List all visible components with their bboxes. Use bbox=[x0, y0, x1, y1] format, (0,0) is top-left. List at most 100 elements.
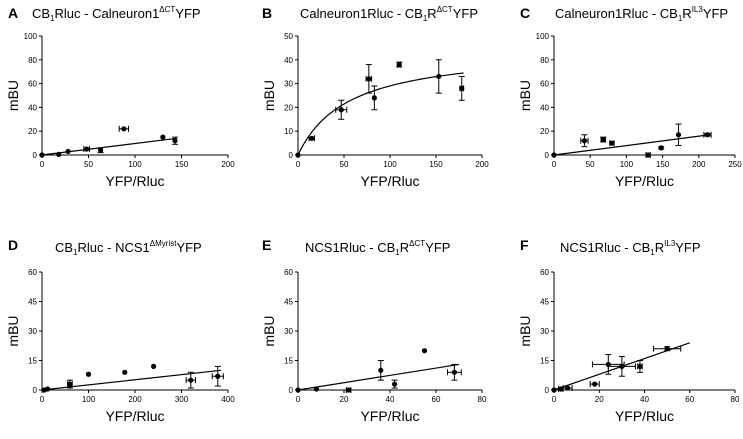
y-tick-label-b: 30 bbox=[284, 80, 293, 89]
x-tick-label-a: 0 bbox=[40, 160, 45, 169]
data-point-a-8 bbox=[171, 136, 178, 145]
data-point-d-2 bbox=[44, 386, 51, 392]
y-tick-label-c: 20 bbox=[540, 127, 549, 136]
y-tick-label-c: 80 bbox=[540, 56, 549, 65]
data-point-c-7 bbox=[675, 123, 682, 146]
marker bbox=[39, 152, 45, 158]
title-text-f: NCS1Rluc - CB bbox=[560, 240, 650, 255]
x-tick-label-c: 250 bbox=[728, 160, 742, 169]
marker bbox=[295, 152, 301, 158]
panel-title-a: CB1Rluc - Calneuron1ΔCTYFP bbox=[32, 5, 201, 23]
y-tick-label-c: 60 bbox=[540, 80, 549, 89]
y-axis-label-c: mBU bbox=[517, 80, 533, 111]
marker bbox=[295, 387, 301, 393]
title-superscript-b: ΔCT bbox=[437, 5, 453, 14]
title-text-mid-a: Rluc - Calneuron1 bbox=[55, 6, 160, 21]
x-axis-label-c: YFP/Rluc bbox=[615, 173, 674, 189]
y-tick-label-a: 80 bbox=[28, 56, 37, 65]
marker bbox=[581, 138, 588, 144]
panel-b: B Calneuron1Rluc - CB1RΔCTYFP 0 10 20 30 40 50 0… bbox=[261, 5, 489, 189]
x-tick-label-b: 100 bbox=[383, 160, 397, 169]
y-tick-label-c: 100 bbox=[536, 32, 550, 41]
data-point-b-2 bbox=[308, 135, 316, 142]
marker bbox=[366, 76, 372, 82]
y-tick-label-e: 15 bbox=[284, 357, 293, 366]
data-point-e-4 bbox=[377, 360, 384, 381]
panel-a: A CB1Rluc - Calneuron1ΔCTYFP 0 20 40 60 80 100 0… bbox=[5, 5, 235, 189]
marker bbox=[645, 152, 651, 158]
marker bbox=[600, 136, 606, 143]
x-tick-label-f: 20 bbox=[595, 395, 604, 404]
x-axis-label-a: YFP/Rluc bbox=[105, 173, 164, 189]
data-point-d-4 bbox=[85, 371, 92, 377]
x-tick-label-f: 60 bbox=[685, 395, 694, 404]
data-point-e-5 bbox=[391, 379, 398, 389]
title-text-end-f: YFP bbox=[675, 240, 700, 255]
y-tick-label-a: 0 bbox=[33, 151, 38, 160]
title-text-c: Calneuron1Rluc - CB bbox=[555, 6, 678, 21]
marker bbox=[346, 387, 352, 393]
y-tick-label-b: 50 bbox=[284, 32, 293, 41]
data-point-d-5 bbox=[122, 369, 128, 375]
marker bbox=[215, 373, 221, 379]
y-tick-label-f: 15 bbox=[540, 357, 549, 366]
title-text-end-e: YFP bbox=[425, 240, 450, 255]
panel-title-c: Calneuron1Rluc - CB1RIL3YFP bbox=[555, 5, 728, 23]
panel-d: D CB1Rluc - NCS1ΔMyristYFP 0 15 30 45 60 0 100 20… bbox=[5, 237, 235, 424]
panel-letter-b: B bbox=[262, 5, 272, 21]
x-tick-label-f: 40 bbox=[640, 395, 649, 404]
y-tick-label-b: 40 bbox=[284, 56, 293, 65]
y-tick-label-a: 100 bbox=[24, 32, 38, 41]
title-text-b: Calneuron1Rluc - CB bbox=[300, 6, 423, 21]
x-tick-label-b: 150 bbox=[429, 160, 443, 169]
title-superscript-e: ΔCT bbox=[409, 239, 425, 248]
marker bbox=[121, 126, 127, 132]
title-text-mid-e: R bbox=[400, 240, 409, 255]
panel-letter-e: E bbox=[262, 237, 271, 253]
marker bbox=[188, 377, 194, 383]
data-point-b-6 bbox=[396, 61, 403, 68]
y-tick-label-a: 40 bbox=[28, 103, 37, 112]
x-tick-label-e: 60 bbox=[432, 395, 441, 404]
x-tick-label-a: 150 bbox=[175, 160, 189, 169]
data-point-e-6 bbox=[421, 348, 428, 354]
x-tick-label-a: 50 bbox=[84, 160, 93, 169]
x-axis-label-e: YFP/Rluc bbox=[360, 408, 419, 424]
marker bbox=[558, 386, 564, 392]
x-tick-label-e: 40 bbox=[386, 395, 395, 404]
y-axis-label-b: mBU bbox=[261, 80, 277, 111]
data-point-d-6 bbox=[151, 363, 157, 369]
panel-title-e: NCS1Rluc - CB1RΔCTYFP bbox=[305, 239, 450, 257]
y-tick-label-a: 20 bbox=[28, 127, 37, 136]
panel-letter-f: F bbox=[520, 237, 529, 253]
title-text-mid-c: R bbox=[682, 6, 691, 21]
data-point-b-5 bbox=[371, 85, 378, 111]
data-point-b-3 bbox=[335, 99, 348, 120]
y-tick-label-e: 60 bbox=[284, 268, 293, 277]
data-point-c-1 bbox=[551, 152, 557, 158]
y-tick-label-e: 0 bbox=[289, 386, 294, 395]
x-tick-label-b: 0 bbox=[296, 160, 301, 169]
marker bbox=[619, 363, 625, 369]
title-text-mid-f: R bbox=[655, 240, 664, 255]
x-tick-label-f: 80 bbox=[731, 395, 740, 404]
panel-e: E NCS1Rluc - CB1RΔCTYFP 0 15 30 45 60 0 20 40 60 80… bbox=[261, 237, 487, 424]
marker bbox=[122, 369, 128, 375]
x-tick-label-d: 100 bbox=[82, 395, 96, 404]
marker bbox=[85, 371, 92, 377]
data-point-e-1 bbox=[295, 387, 301, 393]
x-axis-label-b: YFP/Rluc bbox=[360, 173, 419, 189]
x-tick-label-f: 0 bbox=[552, 395, 557, 404]
y-tick-label-b: 10 bbox=[284, 127, 293, 136]
title-text-mid-b: R bbox=[427, 6, 436, 21]
panel-title-f: NCS1Rluc - CB1RIL3YFP bbox=[560, 239, 701, 257]
marker bbox=[564, 385, 571, 391]
x-tick-label-e: 20 bbox=[340, 395, 349, 404]
fit-line-c bbox=[553, 134, 710, 156]
marker bbox=[309, 135, 315, 141]
marker bbox=[151, 363, 157, 369]
y-tick-label-e: 45 bbox=[284, 298, 293, 307]
marker bbox=[160, 134, 166, 140]
marker bbox=[338, 107, 344, 113]
